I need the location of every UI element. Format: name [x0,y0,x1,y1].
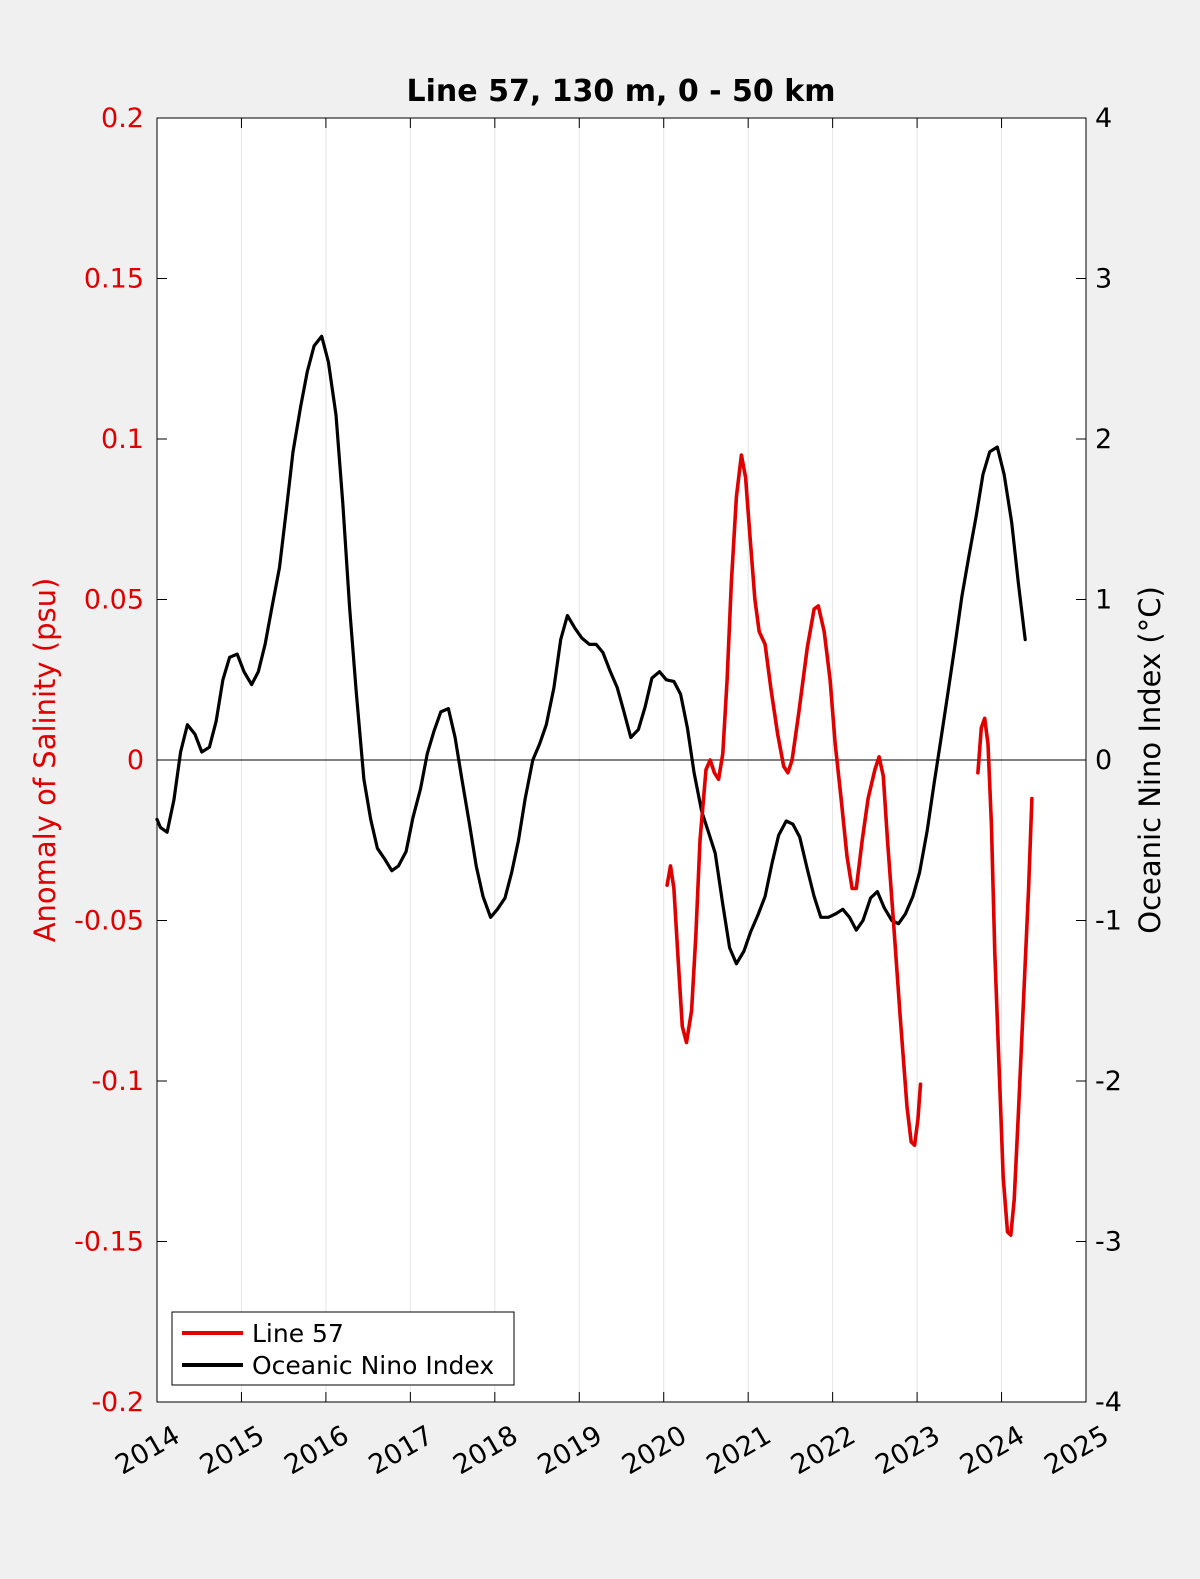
y-right-tick-label: 3 [1095,264,1112,295]
y-left-tick-label: -0.15 [74,1227,144,1258]
x-tick-label: 2015 [195,1420,270,1481]
y-axis-right-label: Oceanic Nino Index (°C) [1133,586,1167,934]
y-left-tick-label: -0.2 [91,1387,144,1418]
legend: Line 57 Oceanic Nino Index [171,1311,515,1386]
x-tick-label: 2025 [1039,1420,1114,1481]
x-tick-label: 2017 [364,1420,439,1481]
x-tick-label: 2018 [448,1420,523,1481]
y-left-tick-label: 0.05 [84,585,144,616]
y-right-tick-label: -2 [1095,1066,1122,1097]
x-tick-label: 2023 [870,1420,945,1481]
series-line-line57-segment-1 [665,453,923,1147]
y-left-tick-label: -0.1 [91,1066,144,1097]
y-axis-left-label: Anomaly of Salinity (psu) [28,578,62,943]
y-right-tick-label: 2 [1095,424,1112,455]
chart-title: Line 57, 130 m, 0 - 50 km [407,74,836,109]
y-right-tick-label: -1 [1095,906,1122,937]
x-tick-label: 2016 [279,1420,354,1481]
y-left-tick-label: 0.1 [101,424,144,455]
x-tick-label: 2014 [110,1420,185,1481]
series-line-line57-segment-2 [976,716,1034,1237]
y-left-tick-label: 0 [127,745,144,776]
legend-label-line57: Line 57 [252,1319,344,1348]
y-right-tick-label: -4 [1095,1387,1122,1418]
legend-label-oni: Oceanic Nino Index [252,1351,494,1380]
y-right-tick-label: 1 [1095,585,1112,616]
x-tick-label: 2019 [533,1420,608,1481]
y-left-tick-label: 0.15 [84,264,144,295]
x-tick-label: 2024 [955,1420,1030,1481]
y-left-tick-label: 0.2 [101,103,144,134]
y-right-tick-label: 4 [1095,103,1112,134]
x-tick-label: 2021 [701,1420,776,1481]
x-tick-label: 2020 [617,1420,692,1481]
x-tick-label: 2022 [786,1420,861,1481]
y-right-tick-label: -3 [1095,1227,1122,1258]
y-right-tick-label: 0 [1095,745,1112,776]
series-layer [155,334,1034,1237]
legend-box [171,1311,515,1386]
y-left-tick-label: -0.05 [74,906,144,937]
series-line-oni [155,334,1027,966]
